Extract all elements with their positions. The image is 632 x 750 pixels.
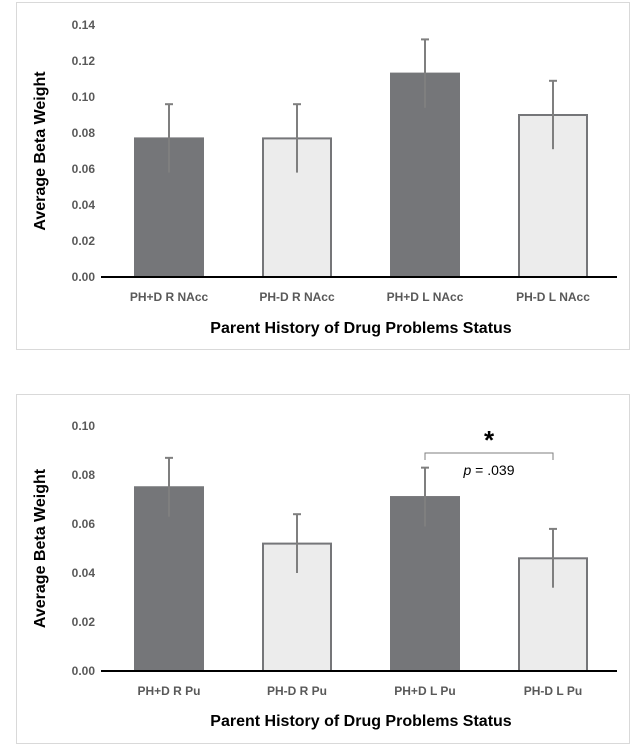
nacc-y-tick-label: 0.10: [72, 90, 96, 104]
nacc-y-tick-label: 0.02: [72, 234, 96, 248]
nacc-x-axis-title: Parent History of Drug Problems Status: [210, 320, 511, 337]
nacc-y-tick-label: 0.06: [72, 162, 96, 176]
putamen-category-label: PH-D R Pu: [267, 684, 327, 698]
nacc-category-label: PH+D R NAcc: [130, 290, 209, 304]
chart-nacc: 0.00 0.02 0.04 0.06 0.08 0.10 0.12 0.14 PH+D R N…: [32, 18, 617, 337]
nacc-y-axis-title: Average Beta Weight: [32, 71, 49, 231]
putamen-y-tick-label: 0.10: [72, 419, 96, 433]
putamen-y-tick-label: 0.06: [72, 517, 96, 531]
nacc-y-tick-label: 0.08: [72, 126, 96, 140]
putamen-significance-star: *: [484, 425, 495, 455]
putamen-y-tick-label: 0.00: [72, 664, 96, 678]
nacc-category-label: PH-D L NAcc: [516, 290, 590, 304]
putamen-y-tick-label: 0.02: [72, 615, 96, 629]
putamen-category-label: PH-D L Pu: [524, 684, 582, 698]
putamen-p-symbol: p: [462, 462, 475, 478]
nacc-category-label: PH+D L NAcc: [387, 290, 464, 304]
putamen-p-value: = .039: [475, 462, 515, 478]
putamen-x-axis-title: Parent History of Drug Problems Status: [210, 713, 511, 730]
nacc-y-tick-label: 0.12: [72, 54, 96, 68]
chart-panel-putamen: 0.00 0.02 0.04 0.06 0.08 0.10 PH+D R Pu PH-D R …: [16, 394, 630, 744]
chart-panel-nacc: 0.00 0.02 0.04 0.06 0.08 0.10 0.12 0.14 PH+D R N…: [16, 2, 630, 350]
nacc-category-label: PH-D R NAcc: [259, 290, 335, 304]
putamen-category-label: PH+D R Pu: [137, 684, 200, 698]
putamen-y-tick-label: 0.08: [72, 468, 96, 482]
nacc-y-tick-label: 0.14: [72, 18, 96, 32]
putamen-significance-bracket: [424, 452, 554, 460]
putamen-p-value-label: p = .039: [462, 462, 514, 478]
putamen-y-tick-label: 0.04: [72, 566, 96, 580]
putamen-category-label: PH+D L Pu: [394, 684, 455, 698]
chart-putamen: 0.00 0.02 0.04 0.06 0.08 0.10 PH+D R Pu PH-D R …: [32, 419, 617, 730]
nacc-y-tick-label: 0.00: [72, 270, 96, 284]
nacc-y-tick-label: 0.04: [72, 198, 96, 212]
putamen-y-axis-title: Average Beta Weight: [32, 468, 49, 628]
